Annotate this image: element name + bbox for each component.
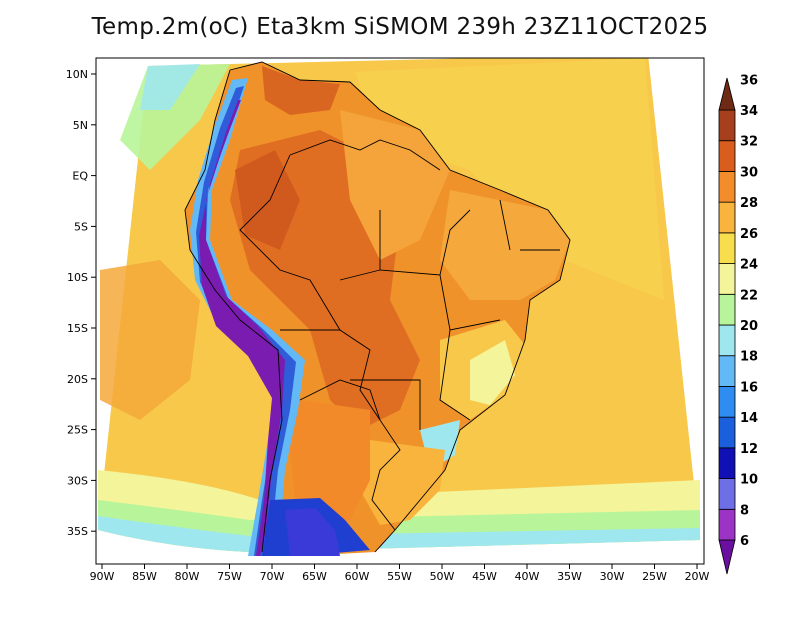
brazil-border-south [371, 419, 401, 531]
lon-tick-label: 45W [472, 570, 497, 583]
colorbar: 6 8 10 12 14 16 18 20 22 24 26 28 30 32 34 36 [718, 73, 758, 575]
lat-tick-label: 25S [67, 424, 88, 437]
colorbar-label: 28 [740, 196, 758, 211]
argentina-warm [290, 400, 370, 530]
lon-tick-label: 50W [430, 570, 455, 583]
south-brazil-mild [360, 440, 445, 525]
patagonia-colder [285, 508, 340, 556]
colorbar-segment [718, 508, 736, 541]
colorbar-segment [718, 171, 736, 203]
western-amazon-hot [235, 150, 300, 250]
colorbar-segment [718, 109, 736, 142]
lat-tick-label: 10S [67, 271, 88, 284]
colorbar-label: 6 [740, 534, 749, 549]
lat-tick-label: 5N [73, 119, 88, 132]
colorbar-label: 24 [740, 258, 758, 273]
lon-tick-label: 75W [217, 570, 242, 583]
brazil-states [339, 199, 560, 430]
colorbar-segment [718, 293, 736, 326]
lat-tick-label: 10N [66, 68, 88, 81]
lon-tick-label: 80W [175, 570, 200, 583]
colorbar-segment [718, 324, 736, 357]
lat-tick-label: 35S [67, 525, 88, 538]
longitude-axis: 90W 85W 80W 75W 70W 65W 60W 55W 50W 45W 40W 35W 30W 2… [90, 564, 710, 583]
lat-tick-label: 20S [67, 373, 88, 386]
colorbar-label: 30 [740, 165, 758, 180]
colorbar-segment [718, 447, 736, 479]
colorbar-segment-min [718, 539, 736, 575]
political-boundaries [184, 61, 571, 553]
lon-tick-label: 65W [302, 570, 327, 583]
brazil-border-west [239, 154, 381, 421]
lon-tick-label: 30W [600, 570, 625, 583]
lon-tick-label: 40W [515, 570, 540, 583]
colorbar-segment [718, 355, 736, 387]
northeast-brazil-warm [440, 190, 570, 300]
lon-tick-label: 60W [345, 570, 370, 583]
colorbar-label: 12 [740, 442, 758, 457]
colorbar-segment [718, 386, 736, 418]
lat-tick-label: EQ [72, 170, 88, 183]
colorbar-label: 14 [740, 411, 758, 426]
lon-tick-label: 70W [260, 570, 285, 583]
colorbar-segment [718, 201, 736, 234]
colorbar-label: 16 [740, 380, 758, 395]
coastline [229, 61, 571, 553]
pacific-warm-patch [100, 260, 200, 420]
colorbar-segment [718, 140, 736, 172]
nw-pacific-cyan-area [140, 64, 200, 110]
colorbar-segment [718, 416, 736, 449]
colorbar-label: 8 [740, 503, 749, 518]
colorbar-label: 26 [740, 227, 758, 242]
latitude-axis: 10N 5N EQ 5S 10S 15S 20S 25S 30S 35S [66, 68, 96, 538]
colorbar-segment [718, 478, 736, 510]
caribbean-hot [262, 66, 340, 115]
lon-tick-label: 20W [685, 570, 710, 583]
colorbar-segment [718, 232, 736, 264]
colorbar-label: 22 [740, 288, 758, 303]
argentina-border [299, 379, 381, 421]
lat-tick-label: 5S [74, 220, 88, 233]
lon-tick-label: 35W [557, 570, 582, 583]
warm-ocean-band [355, 58, 664, 300]
temperature-field [98, 58, 700, 556]
andes-purple-core [199, 100, 285, 556]
lat-tick-label: 30S [67, 474, 88, 487]
lon-tick-label: 85W [132, 570, 157, 583]
lon-tick-label: 55W [387, 570, 412, 583]
colorbar-label: 18 [740, 350, 758, 365]
colorbar-label: 32 [740, 135, 758, 150]
colorbar-label: 34 [740, 104, 758, 119]
lon-tick-label: 25W [642, 570, 667, 583]
map-title: Temp.2m(oC) Eta3km SiSMOM 239h 23Z11OCT2… [91, 14, 709, 40]
colorbar-label: 36 [740, 73, 758, 88]
southern-ocean-cyan-band [98, 516, 700, 552]
colorbar-label: 20 [740, 319, 758, 334]
southeast-brazil-cool [470, 340, 515, 405]
pacific-coastline [184, 69, 283, 553]
colorbar-segment [718, 263, 736, 295]
colorbar-label: 10 [740, 473, 758, 488]
lon-tick-label: 90W [90, 570, 115, 583]
lat-tick-label: 15S [67, 322, 88, 335]
colorbar-segment-max [718, 77, 736, 111]
brazil-border-north [289, 139, 441, 171]
north-brazil-warm [340, 110, 450, 260]
